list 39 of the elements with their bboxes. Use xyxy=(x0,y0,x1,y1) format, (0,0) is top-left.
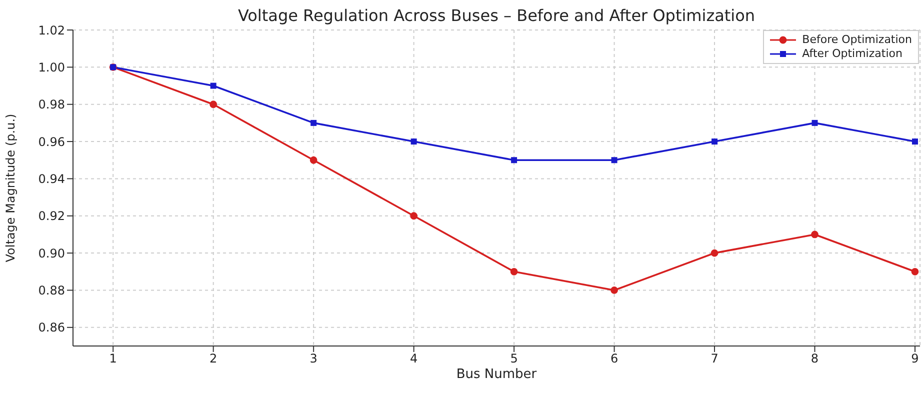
point xyxy=(812,120,818,126)
x-tick-label: 1 xyxy=(109,352,117,366)
y-tick-label: 0.94 xyxy=(38,172,65,186)
point xyxy=(510,268,518,276)
x-tick-label: 9 xyxy=(911,352,919,366)
point xyxy=(511,157,518,164)
y-tick-label: 0.98 xyxy=(38,98,65,112)
x-tick-label: 7 xyxy=(710,352,718,366)
x-axis-title: Bus Number xyxy=(456,367,538,382)
x-tick-label: 3 xyxy=(310,352,318,366)
point xyxy=(712,138,718,145)
x-tick-label: 2 xyxy=(210,352,218,366)
point xyxy=(811,230,818,238)
chart-title: Voltage Regulation Across Buses – Before and After Optimization xyxy=(236,6,756,25)
point xyxy=(310,120,317,126)
y-axis-title: Voltage Magnitude (p.u.) xyxy=(3,114,18,262)
y-tick-label: 0.88 xyxy=(38,283,65,298)
y-tick-label: 1.02 xyxy=(38,23,65,38)
point xyxy=(611,157,618,164)
y-tick-label: 0.92 xyxy=(38,209,65,224)
point xyxy=(410,138,417,145)
x-tick-label: 5 xyxy=(510,352,518,366)
point xyxy=(911,268,919,276)
y-tick-label: 0.96 xyxy=(38,134,65,149)
x-tick-label: 4 xyxy=(410,352,418,366)
x-tick-label: 8 xyxy=(810,352,819,366)
point xyxy=(610,286,618,294)
y-tick-label: 0.90 xyxy=(38,246,65,260)
y-tick-label: 0.86 xyxy=(38,320,65,335)
point xyxy=(410,212,418,220)
y-tick-label: 1.00 xyxy=(38,60,65,74)
legend-label: After Optimization xyxy=(802,47,902,61)
point xyxy=(210,100,218,108)
x-tick-label: 6 xyxy=(610,352,618,366)
point xyxy=(210,82,216,89)
point xyxy=(912,138,918,145)
point xyxy=(710,249,718,257)
legend-label: Before Optimization xyxy=(802,33,912,47)
point xyxy=(310,156,318,164)
